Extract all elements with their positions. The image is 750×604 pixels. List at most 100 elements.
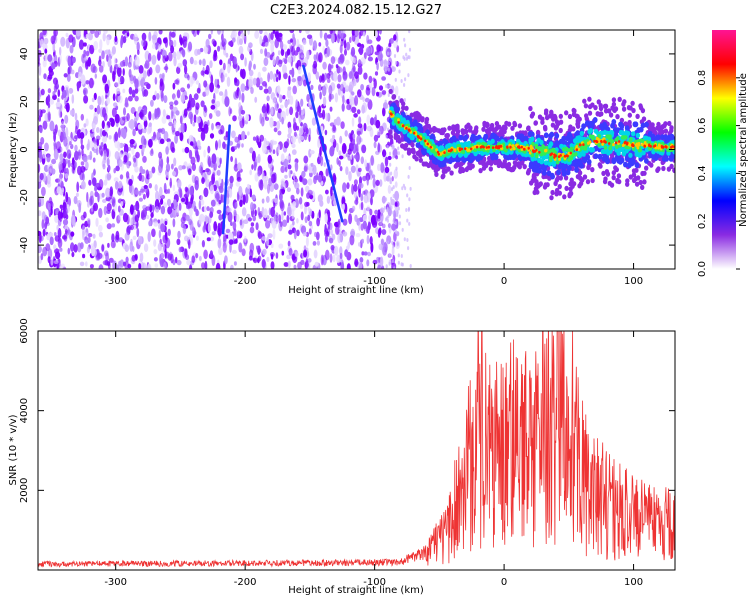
noise-cell — [261, 258, 266, 269]
noise-cell — [104, 125, 109, 132]
noise-cell — [386, 51, 390, 56]
noise-cell — [377, 228, 381, 238]
signal-cell — [636, 152, 642, 158]
noise-cell — [289, 106, 294, 116]
noise-cell — [366, 34, 370, 45]
noise-cell — [238, 134, 242, 141]
noise-cell — [249, 147, 254, 154]
noise-cell — [230, 156, 234, 162]
noise-cell — [303, 155, 309, 164]
noise-cell — [307, 206, 311, 212]
noise-cell — [300, 187, 304, 197]
noise-cell — [330, 164, 333, 171]
signal-cell — [555, 160, 560, 165]
signal-cell — [489, 160, 494, 166]
noise-cell — [300, 211, 304, 221]
noise-cell — [95, 147, 99, 156]
noise-cell — [409, 186, 412, 191]
noise-cell — [57, 176, 63, 184]
signal-cell — [406, 150, 412, 156]
noise-cell — [144, 63, 148, 69]
noise-cell — [106, 54, 109, 62]
noise-cell — [97, 95, 102, 106]
noise-cell — [176, 179, 182, 189]
noise-cell — [381, 229, 387, 235]
noise-cell — [55, 101, 61, 107]
noise-cell — [336, 142, 339, 153]
noise-cell — [388, 151, 392, 156]
noise-cell — [215, 140, 218, 151]
noise-cell — [85, 34, 89, 39]
noise-cell — [38, 91, 41, 101]
signal-cell — [549, 109, 554, 115]
noise-cell — [351, 117, 355, 127]
noise-cell — [378, 46, 384, 52]
noise-cell — [392, 145, 395, 150]
noise-cell — [172, 82, 176, 90]
noise-cell — [47, 102, 51, 109]
signal-cell — [488, 166, 493, 172]
noise-cell — [211, 231, 216, 236]
noise-cell — [270, 106, 274, 116]
noise-cell — [241, 143, 244, 148]
noise-cell — [356, 109, 361, 115]
signal-cell — [663, 128, 669, 134]
signal-cell — [587, 96, 592, 102]
noise-cell — [43, 73, 47, 80]
noise-cell — [153, 249, 158, 255]
noise-cell — [397, 260, 400, 265]
noise-cell — [165, 173, 170, 179]
noise-cell — [323, 32, 328, 41]
noise-cell — [354, 261, 359, 266]
noise-cell — [263, 57, 269, 66]
noise-cell — [195, 116, 201, 124]
noise-cell — [329, 138, 335, 143]
noise-cell — [387, 223, 391, 229]
noise-cell — [374, 209, 379, 215]
noise-cell — [217, 45, 221, 52]
noise-cell — [38, 197, 42, 207]
noise-cell — [190, 197, 194, 205]
noise-cell — [172, 170, 177, 177]
noise-cell — [401, 154, 404, 159]
signal-cell — [615, 114, 620, 120]
noise-cell — [291, 143, 296, 149]
noise-cell — [322, 109, 326, 120]
noise-cell — [408, 221, 411, 226]
noise-cell — [342, 71, 348, 80]
noise-cell — [384, 68, 387, 73]
noise-cell — [187, 41, 193, 52]
noise-cell — [64, 207, 68, 217]
noise-cell — [86, 246, 90, 254]
noise-cell — [81, 180, 86, 190]
signal-cell — [426, 162, 431, 169]
noise-cell — [81, 148, 84, 157]
noise-cell — [397, 206, 400, 211]
noise-cell — [287, 133, 292, 139]
noise-cell — [304, 204, 307, 215]
signal-cell — [581, 156, 587, 163]
noise-cell — [89, 44, 95, 55]
noise-cell — [74, 144, 78, 152]
noise-cell — [318, 42, 322, 47]
noise-cell — [241, 130, 246, 141]
noise-cell — [213, 221, 218, 232]
noise-cell — [73, 196, 78, 205]
noise-cell — [351, 205, 356, 212]
noise-cell — [203, 80, 208, 88]
noise-cell — [362, 31, 366, 37]
noise-cell — [156, 93, 160, 100]
noise-cell — [183, 108, 188, 117]
noise-cell — [237, 230, 241, 236]
noise-cell — [339, 252, 343, 260]
noise-cell — [259, 35, 263, 46]
noise-cell — [339, 166, 343, 172]
noise-cell — [231, 37, 236, 43]
noise-cell — [387, 155, 392, 161]
noise-cell — [354, 214, 358, 222]
noise-cell — [160, 205, 166, 215]
noise-cell — [292, 33, 295, 41]
noise-cell — [383, 205, 387, 210]
noise-cell — [198, 215, 203, 225]
noise-cell — [193, 60, 198, 66]
